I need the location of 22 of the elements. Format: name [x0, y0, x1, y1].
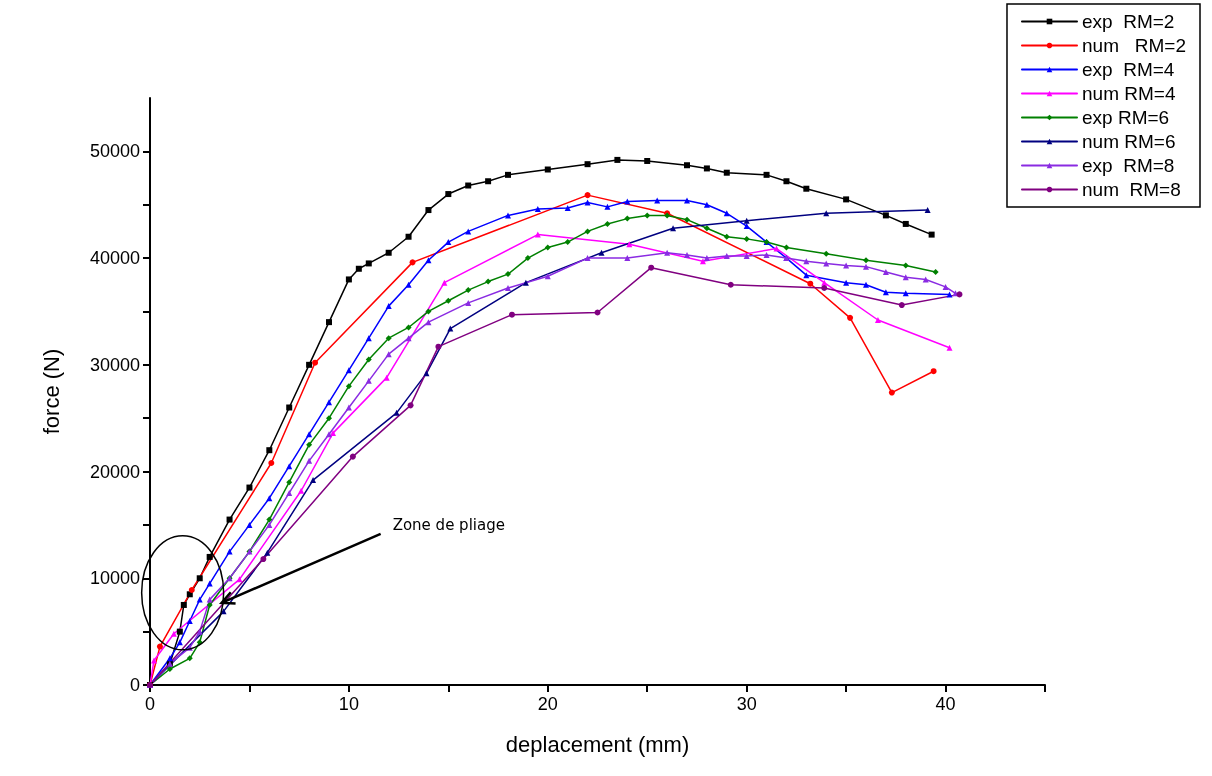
y-tick-label: 0 [129, 675, 140, 695]
x-tick-label: 40 [935, 694, 956, 714]
x-tick-label: 20 [537, 694, 558, 714]
legend-label: exp RM=4 [1081, 59, 1175, 80]
x-tick-label: 0 [144, 694, 156, 714]
y-tick-label: 40000 [89, 248, 140, 269]
legend-label: num RM=6 [1081, 131, 1176, 152]
legend-label: num RM=8 [1081, 179, 1181, 200]
y-tick-label: 50000 [89, 141, 140, 162]
legend-label: num RM=4 [1081, 83, 1176, 104]
x-axis-title: deplacement (mm) [505, 731, 690, 757]
legend-label: num RM=2 [1081, 35, 1187, 56]
x-tick-label: 30 [736, 694, 757, 714]
legend-label: exp RM=2 [1081, 11, 1175, 32]
y-axis-title: force (N) [38, 348, 64, 435]
y-tick-label: 10000 [89, 568, 140, 589]
y-tick-label: 30000 [89, 354, 140, 375]
annotation: Zone de pliage [392, 516, 505, 535]
legend-label: exp RM=6 [1081, 107, 1170, 128]
x-tick-label: 10 [338, 694, 359, 714]
legend-label: exp RM=8 [1081, 155, 1175, 176]
y-tick-label: 20000 [89, 461, 140, 482]
